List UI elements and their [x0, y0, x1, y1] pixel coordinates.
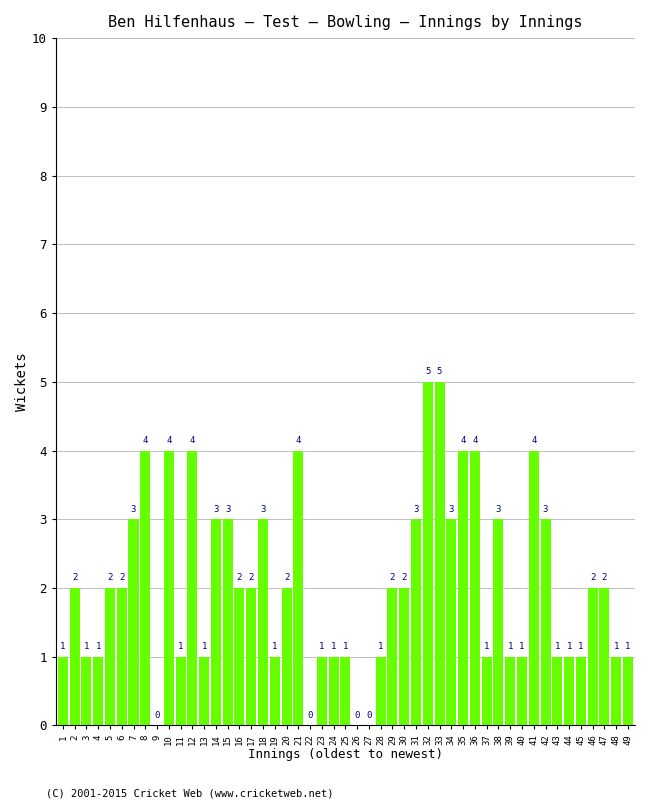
Bar	[246, 588, 256, 726]
Text: 4: 4	[472, 436, 478, 445]
Text: 5: 5	[425, 367, 430, 376]
Text: 4: 4	[142, 436, 148, 445]
Bar	[129, 519, 138, 726]
Text: 1: 1	[202, 642, 207, 651]
Text: 2: 2	[402, 574, 407, 582]
Bar	[329, 657, 339, 726]
Text: 1: 1	[484, 642, 489, 651]
Bar	[552, 657, 562, 726]
Bar	[270, 657, 280, 726]
Bar	[411, 519, 421, 726]
Text: 2: 2	[119, 574, 124, 582]
Text: 1: 1	[519, 642, 525, 651]
Text: 1: 1	[566, 642, 572, 651]
Text: 1: 1	[378, 642, 383, 651]
Text: 0: 0	[354, 711, 360, 720]
Bar	[199, 657, 209, 726]
Text: 4: 4	[531, 436, 536, 445]
Bar	[105, 588, 115, 726]
Text: 2: 2	[237, 574, 242, 582]
Bar	[211, 519, 221, 726]
Bar	[93, 657, 103, 726]
Bar	[293, 450, 304, 726]
Text: 1: 1	[84, 642, 89, 651]
Bar	[258, 519, 268, 726]
Bar	[164, 450, 174, 726]
Text: 4: 4	[190, 436, 195, 445]
Bar	[470, 450, 480, 726]
Text: (C) 2001-2015 Cricket Web (www.cricketweb.net): (C) 2001-2015 Cricket Web (www.cricketwe…	[46, 788, 333, 798]
Text: 1: 1	[625, 642, 630, 651]
Bar	[623, 657, 633, 726]
Text: 1: 1	[554, 642, 560, 651]
Text: 1: 1	[60, 642, 66, 651]
Text: 2: 2	[107, 574, 112, 582]
Bar	[176, 657, 186, 726]
Text: 1: 1	[343, 642, 348, 651]
Text: 4: 4	[460, 436, 466, 445]
Text: 1: 1	[614, 642, 619, 651]
Bar	[447, 519, 456, 726]
Text: 1: 1	[96, 642, 101, 651]
Bar	[376, 657, 385, 726]
Bar	[588, 588, 597, 726]
Text: 1: 1	[178, 642, 183, 651]
Bar	[399, 588, 410, 726]
Text: 2: 2	[390, 574, 395, 582]
Text: 1: 1	[319, 642, 324, 651]
Bar	[611, 657, 621, 726]
Text: 3: 3	[448, 505, 454, 514]
Text: 4: 4	[296, 436, 301, 445]
Text: 1: 1	[272, 642, 278, 651]
Bar	[187, 450, 198, 726]
Bar	[281, 588, 292, 726]
Text: 5: 5	[437, 367, 442, 376]
Text: 0: 0	[307, 711, 313, 720]
Text: 2: 2	[284, 574, 289, 582]
Bar	[505, 657, 515, 726]
Bar	[58, 657, 68, 726]
Bar	[341, 657, 350, 726]
Bar	[387, 588, 398, 726]
Bar	[70, 588, 80, 726]
Bar	[140, 450, 150, 726]
Bar	[517, 657, 527, 726]
Text: 1: 1	[508, 642, 513, 651]
Bar	[564, 657, 574, 726]
Text: 2: 2	[248, 574, 254, 582]
Text: 2: 2	[602, 574, 607, 582]
Text: 3: 3	[225, 505, 230, 514]
Bar	[317, 657, 327, 726]
Text: 3: 3	[131, 505, 136, 514]
X-axis label: Innings (oldest to newest): Innings (oldest to newest)	[248, 748, 443, 761]
Bar	[422, 382, 433, 726]
Bar	[482, 657, 491, 726]
Text: 2: 2	[72, 574, 77, 582]
Bar	[81, 657, 92, 726]
Text: 3: 3	[260, 505, 266, 514]
Text: 3: 3	[543, 505, 548, 514]
Title: Ben Hilfenhaus – Test – Bowling – Innings by Innings: Ben Hilfenhaus – Test – Bowling – Inning…	[108, 15, 582, 30]
Text: 3: 3	[496, 505, 501, 514]
Bar	[458, 450, 468, 726]
Text: 3: 3	[213, 505, 218, 514]
Text: 0: 0	[154, 711, 160, 720]
Bar	[493, 519, 504, 726]
Text: 1: 1	[578, 642, 584, 651]
Text: 3: 3	[413, 505, 419, 514]
Bar	[435, 382, 445, 726]
Bar	[117, 588, 127, 726]
Bar	[541, 519, 551, 726]
Bar	[235, 588, 244, 726]
Text: 0: 0	[366, 711, 372, 720]
Y-axis label: Wickets: Wickets	[15, 353, 29, 411]
Bar	[599, 588, 610, 726]
Text: 2: 2	[590, 574, 595, 582]
Bar	[576, 657, 586, 726]
Bar	[223, 519, 233, 726]
Text: 1: 1	[331, 642, 336, 651]
Bar	[528, 450, 539, 726]
Text: 4: 4	[166, 436, 172, 445]
